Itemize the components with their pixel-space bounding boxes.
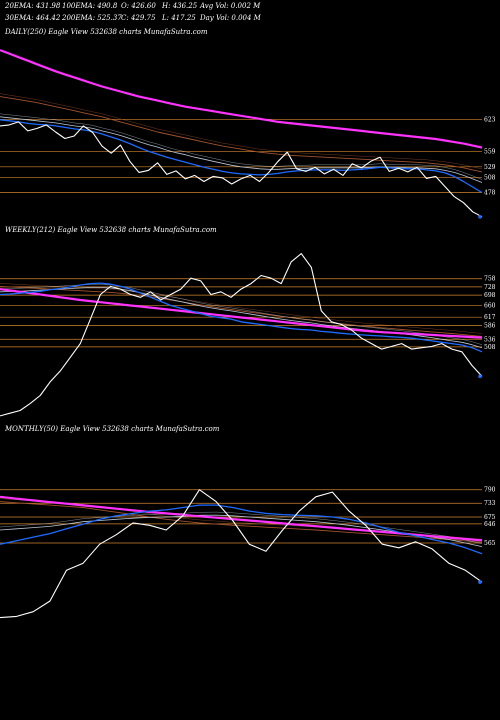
- monthly-ema_mid-band-line: [0, 511, 483, 544]
- daily-level-label-559: 559: [484, 149, 496, 156]
- monthly-panel: MONTHLY(50) Eagle View 532638 charts Mun…: [0, 425, 496, 619]
- daily-panel: DAILY(250) Eagle View 532638 charts Muna…: [0, 28, 496, 219]
- weekly-level-label-586: 586: [484, 323, 496, 330]
- daily-level-label-623: 623: [484, 116, 496, 123]
- monthly-ema-fast-line: [0, 504, 483, 555]
- monthly-panel-title: MONTHLY(50) Eagle View 532638 charts Mun…: [4, 425, 220, 433]
- header-close: C: 429.75: [121, 14, 156, 22]
- monthly-level-label-646: 646: [484, 521, 496, 528]
- daily-last-price-marker: [478, 215, 482, 219]
- weekly-ema-fast-line: [0, 282, 483, 353]
- weekly-level-label-660: 660: [484, 302, 496, 309]
- daily-price-line: [0, 121, 483, 218]
- daily-panel-title: DAILY(250) Eagle View 532638 charts Muna…: [4, 28, 208, 36]
- monthly-level-label-733: 733: [484, 500, 496, 507]
- weekly-ema-long-line: [0, 288, 483, 339]
- weekly-level-label-728: 728: [484, 284, 496, 291]
- monthly-level-label-790: 790: [484, 487, 496, 494]
- daily-ema_slow-band-line: [0, 93, 483, 170]
- weekly-price-line: [0, 253, 483, 417]
- header-100ema: 100EMA: 490.8: [62, 2, 118, 10]
- daily-level-label-529: 529: [484, 164, 496, 171]
- daily-ema-mid-line: [0, 116, 483, 183]
- header-20ema: 20EMA: 431.98: [4, 2, 61, 10]
- header-high: H: 436.25: [161, 2, 198, 10]
- daily-level-label-508: 508: [484, 174, 496, 181]
- weekly-level-label-617: 617: [484, 314, 496, 321]
- monthly-price-line: [0, 489, 483, 619]
- monthly-ema-slow-line: [0, 501, 483, 543]
- weekly-panel-title: WEEKLY(212) Eagle View 532638 charts Mun…: [5, 226, 217, 234]
- header-open: O: 426.60: [121, 2, 156, 10]
- monthly-last-price-marker: [478, 580, 482, 584]
- monthly-level-label-675: 675: [484, 514, 496, 521]
- weekly-level-label-758: 758: [484, 276, 496, 283]
- daily-ema-slow-line: [0, 96, 483, 173]
- header-day-vol: Day Vol: 0.004 M: [199, 14, 262, 22]
- monthly-level-label-565: 565: [484, 540, 496, 547]
- daily-plot: 623 559 529 508 478: [0, 49, 496, 219]
- weekly-level-label-536: 536: [484, 336, 496, 343]
- weekly-ema-slow-line: [0, 285, 483, 337]
- daily-level-label-478: 478: [484, 190, 496, 197]
- header-200ema: 200EMA: 525.37: [61, 14, 122, 22]
- daily-ema_mid-band-line: [0, 113, 483, 180]
- weekly-level-label-698: 698: [484, 292, 496, 299]
- header-low: L: 417.25: [161, 14, 196, 22]
- header-stats: 20EMA: 431.98 100EMA: 490.8 O: 426.60 H:…: [4, 2, 262, 22]
- weekly-panel: WEEKLY(212) Eagle View 532638 charts Mun…: [0, 226, 496, 417]
- weekly-last-price-marker: [478, 374, 482, 379]
- daily-ema-long-line: [0, 49, 483, 149]
- weekly-level-label-508: 508: [484, 344, 496, 351]
- header-30ema: 30EMA: 464.42: [5, 14, 61, 22]
- header-avg-vol: Avg Vol: 0.002 M: [199, 2, 261, 10]
